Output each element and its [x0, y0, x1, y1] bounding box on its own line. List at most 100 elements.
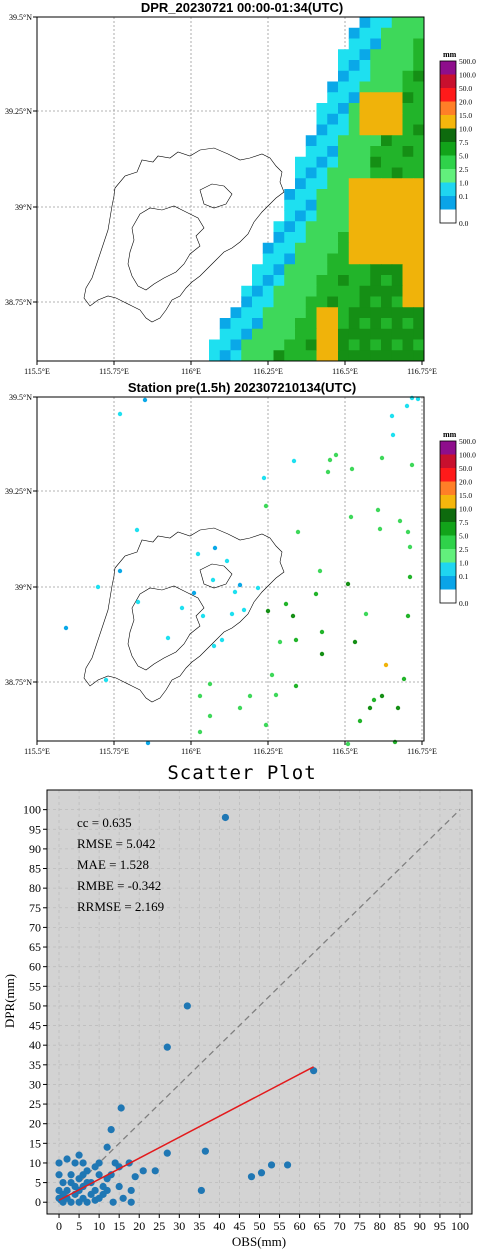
precip-cell [413, 318, 425, 330]
colorbar-label: 1.0 [459, 179, 469, 188]
precip-cell [370, 328, 382, 340]
x-tick-label: 0 [56, 1219, 62, 1233]
precip-cell [391, 146, 403, 158]
station-dot [357, 718, 363, 724]
station-dot [379, 455, 385, 461]
precip-cell [295, 221, 307, 233]
precip-cell [305, 350, 317, 362]
lon-tick-label: 116.5°E [332, 747, 358, 756]
precip-cell [381, 49, 393, 61]
x-tick-label: 60 [294, 1219, 306, 1233]
precip-cell [316, 113, 328, 125]
precip-cell [241, 318, 253, 330]
colorbar-label: 500.0 [459, 437, 476, 446]
precip-cell [381, 178, 393, 190]
precip-cell [381, 81, 393, 93]
colorbar-segment [440, 576, 456, 590]
precip-cell [348, 339, 360, 351]
precip-cell [316, 103, 328, 115]
station-dot [145, 740, 151, 746]
colorbar-segment [440, 535, 456, 549]
scatter-point [283, 1161, 292, 1169]
precip-cell [348, 307, 360, 319]
station-dot [261, 475, 267, 481]
station-dot [211, 643, 217, 649]
precip-cell [338, 307, 350, 319]
precip-cell [391, 296, 403, 308]
station-lat-ticks: 39.5°N 39.25°N 39°N 38.75°N [5, 393, 37, 687]
precip-cell [273, 253, 285, 265]
precip-cell [359, 242, 371, 254]
colorbar-segment [440, 61, 456, 75]
precip-cell [391, 49, 403, 61]
colorbar-segment [440, 101, 456, 115]
scatter-point [247, 1173, 256, 1181]
precip-cell [338, 124, 350, 136]
precip-cell [327, 146, 339, 158]
precip-cell [391, 350, 403, 362]
precip-cell [381, 232, 393, 244]
scatter-point [75, 1151, 83, 1159]
station-dot [313, 591, 319, 597]
precip-cell [295, 199, 307, 211]
precip-cell [359, 81, 371, 93]
precip-cell [327, 232, 339, 244]
scatter-point [163, 1043, 171, 1051]
precip-cell [305, 307, 317, 319]
colorbar-label: 50.0 [459, 84, 472, 93]
precip-cell [359, 70, 371, 82]
precip-cell [327, 189, 339, 201]
precip-cell [327, 350, 339, 362]
station-dot [371, 697, 377, 703]
precip-cell [402, 70, 414, 82]
precip-cell [359, 296, 371, 308]
precip-cell [316, 156, 328, 168]
precip-cell [370, 307, 382, 319]
precip-cell [305, 232, 317, 244]
precip-cell [252, 328, 264, 340]
station-dot [409, 395, 415, 401]
precip-cell [413, 275, 425, 287]
precip-cell [370, 199, 382, 211]
station-dot [333, 452, 339, 458]
precip-cell [391, 221, 403, 233]
precip-cell [413, 156, 425, 168]
precip-cell [348, 253, 360, 265]
precip-cell [338, 318, 350, 330]
x-tick-label: 45 [233, 1219, 245, 1233]
colorbar-segment [440, 562, 456, 576]
precip-cell [348, 328, 360, 340]
precip-cell [338, 113, 350, 125]
precip-cell [338, 264, 350, 276]
precip-cell [284, 307, 296, 319]
identity-line [58, 809, 461, 1203]
precip-cell [262, 275, 274, 287]
precip-cell [284, 350, 296, 362]
precip-cell [230, 307, 242, 319]
precip-cell [338, 103, 350, 115]
x-tick-label: 55 [274, 1219, 286, 1233]
station-dot [117, 568, 123, 574]
scatter-point [151, 1167, 159, 1175]
precip-cell [381, 113, 393, 125]
precip-cell [284, 210, 296, 222]
colorbar-segment [440, 182, 456, 196]
station-dot [207, 713, 213, 719]
stat-cc: cc = 0.635 [77, 815, 132, 830]
dpr-precip-field [209, 17, 425, 362]
station-dot [197, 693, 203, 699]
colorbar-outline [439, 60, 457, 224]
precip-cell [402, 199, 414, 211]
precip-cell [391, 242, 403, 254]
precip-cell [359, 285, 371, 297]
lon-tick-label: 116.75°E [407, 367, 437, 376]
station-dot [395, 705, 401, 711]
colorbar-segment [440, 522, 456, 536]
scatter-point [310, 1067, 318, 1075]
precip-cell [262, 350, 274, 362]
precip-cell [262, 339, 274, 351]
colorbar-label: 100.0 [459, 71, 476, 80]
precip-cell [305, 199, 317, 211]
station-dot [290, 613, 296, 619]
scatter-point [127, 1198, 135, 1206]
